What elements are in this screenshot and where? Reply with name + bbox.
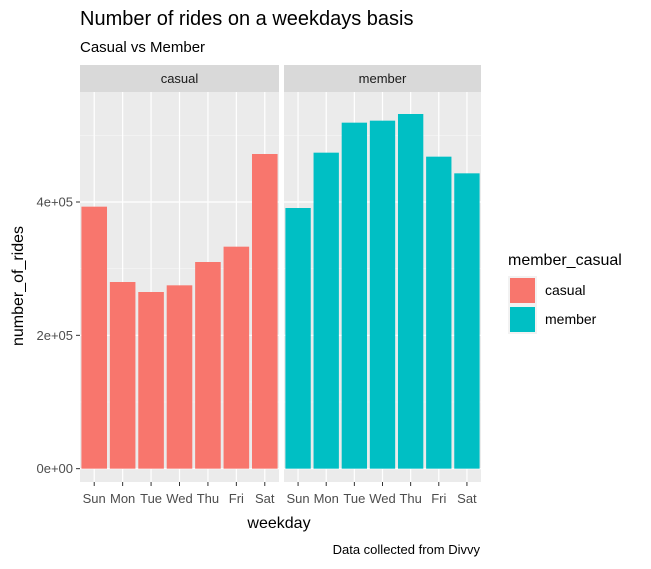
y-tick-label: 4e+05 [36, 195, 73, 210]
x-tick-label: Sat [457, 491, 477, 506]
bar-casual-Wed [166, 285, 193, 469]
bar-member-Wed [369, 120, 396, 469]
x-tick-label: Sun [83, 491, 106, 506]
legend-title: member_casual [508, 252, 622, 269]
chart-title: Number of rides on a weekdays basis [80, 8, 414, 30]
legend-swatch-casual [510, 278, 535, 303]
legend-swatch-member [510, 307, 535, 332]
x-tick-label: Sun [287, 491, 310, 506]
x-tick-label: Thu [399, 491, 421, 506]
facet-strip-label: casual [161, 71, 199, 86]
caption: Data collected from Divvy [333, 542, 481, 557]
x-tick-label: Fri [431, 491, 446, 506]
legend-label-casual: casual [545, 282, 585, 298]
facet-strip-label: member [359, 71, 407, 86]
legend: member_casual casual member [508, 252, 622, 334]
legend-label-member: member [545, 311, 597, 327]
facet-strip [80, 65, 279, 92]
y-tick-label: 2e+05 [36, 328, 73, 343]
y-axis-label: number_of_rides [10, 226, 27, 346]
x-tick-label: Tue [343, 491, 365, 506]
bar-member-Mon [313, 152, 339, 469]
x-tick-label: Fri [229, 491, 244, 506]
facet-panel-casual: Sun Mon Tue Wed Thu Fri Sat casual [80, 65, 279, 506]
x-axis-label: weekday [246, 515, 310, 532]
y-axis: 0e+00 2e+05 4e+05 [36, 195, 80, 476]
bar-member-Fri [426, 156, 452, 469]
x-tick-label: Tue [140, 491, 162, 506]
bar-casual-Mon [109, 282, 136, 469]
y-tick-label: 0e+00 [36, 461, 73, 476]
x-tick-label: Wed [369, 491, 396, 506]
x-tick-label: Mon [110, 491, 135, 506]
x-tick-label: Mon [314, 491, 339, 506]
bar-member-Tue [341, 122, 368, 469]
chart-subtitle: Casual vs Member [80, 39, 205, 56]
facet-strip [284, 65, 481, 92]
x-tick-label: Wed [166, 491, 193, 506]
bar-casual-Fri [223, 246, 250, 469]
x-tick-label: Thu [197, 491, 219, 506]
bar-casual-Sun [81, 206, 108, 469]
bar-member-Thu [397, 114, 424, 469]
bar-member-Sun [285, 208, 311, 469]
bar-casual-Sat [251, 154, 278, 469]
facet-panel-member: Sun Mon Tue Wed Thu Fri Sat member [284, 65, 481, 506]
bar-casual-Thu [195, 262, 221, 469]
bar-member-Sat [454, 173, 480, 469]
bar-casual-Tue [138, 292, 164, 469]
x-tick-label: Sat [255, 491, 275, 506]
